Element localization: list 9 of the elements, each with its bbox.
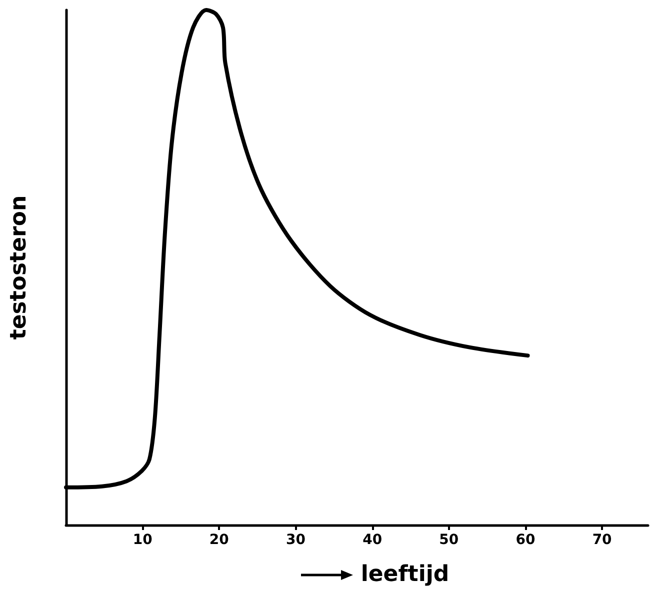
x-axis-title: leeftijd (360, 562, 450, 587)
x-tick-label: 40 (362, 532, 382, 548)
x-tick-label: 70 (592, 532, 612, 548)
x-tick-label: 60 (516, 532, 536, 548)
y-axis-title: testosteron (6, 195, 32, 340)
x-tick-label: 30 (286, 532, 306, 548)
x-tick-label: 10 (132, 532, 153, 548)
x-tick-label: 20 (209, 532, 230, 548)
x-tick-label: 50 (439, 532, 459, 548)
